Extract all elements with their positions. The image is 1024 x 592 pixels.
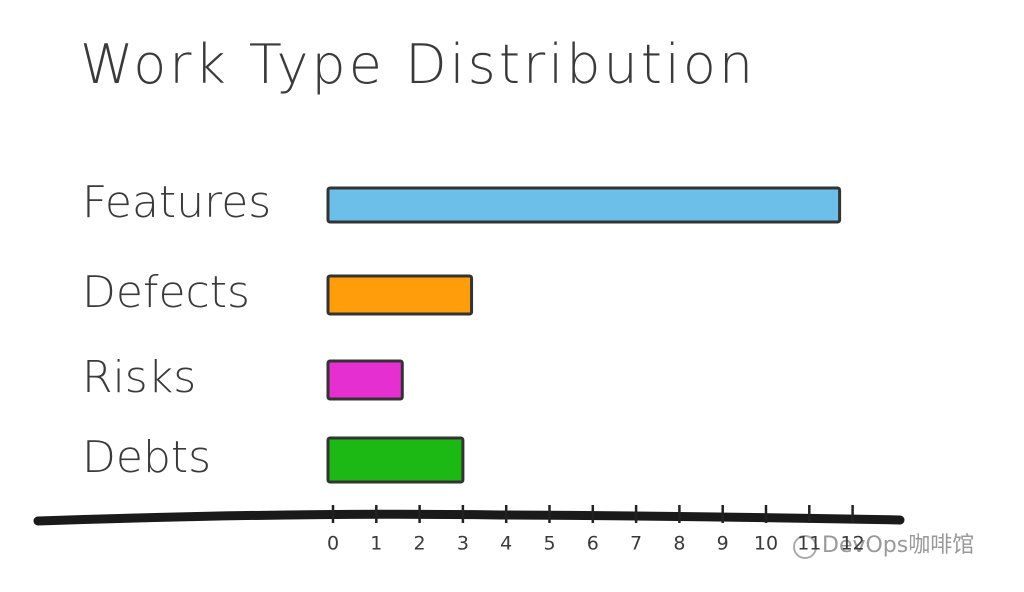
x-tick-label: 10 (754, 533, 778, 555)
x-tick-label: 2 (414, 533, 426, 555)
x-tick-label: 7 (630, 533, 642, 555)
x-tick-label: 0 (327, 533, 339, 555)
x-axis-line (33, 509, 905, 526)
x-tick-label: 4 (500, 533, 512, 555)
watermark-icon (793, 535, 817, 559)
x-tick-label: 8 (673, 533, 685, 555)
x-tick-label: 9 (717, 533, 729, 555)
bar (326, 274, 474, 316)
category-label: Debts (82, 432, 211, 483)
x-tick-label: 11 (797, 533, 821, 555)
bar (326, 359, 404, 401)
x-tick-label: 1 (370, 533, 382, 555)
category-label: Defects (82, 267, 250, 318)
chart-title: Work Type Distribution (80, 33, 756, 96)
x-tick-label: 3 (457, 533, 469, 555)
category-label: Risks (82, 352, 196, 403)
category-label: Features (82, 177, 271, 228)
x-tick-label: 6 (587, 533, 599, 555)
bar (326, 186, 842, 224)
bar (326, 436, 465, 484)
x-tick-label: 12 (841, 533, 865, 555)
watermark: DevOps咖啡馆 (822, 533, 974, 558)
x-tick-label: 5 (543, 533, 555, 555)
